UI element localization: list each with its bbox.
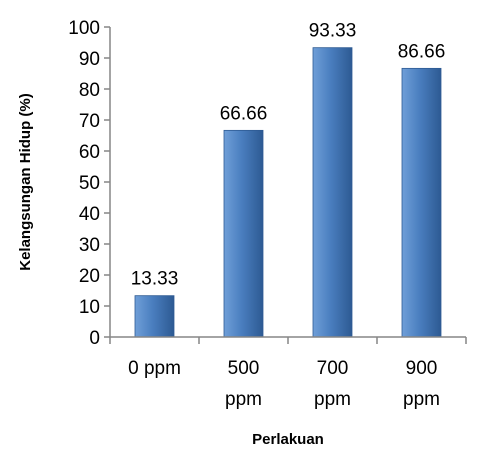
y-tick-label: 20 — [79, 266, 100, 287]
y-tick-label: 60 — [79, 142, 100, 163]
y-tick-label: 100 — [68, 18, 100, 39]
y-tick-label: 10 — [79, 297, 100, 318]
bar — [223, 129, 264, 338]
y-tick-label: 0 — [89, 328, 100, 349]
data-label: 86.66 — [398, 41, 446, 62]
data-label: 66.66 — [220, 103, 268, 124]
bar — [312, 47, 353, 338]
x-tick-label: 700 ppm — [314, 358, 351, 410]
x-tick-label: 500 ppm — [225, 358, 262, 410]
x-tick-label: 0 ppm — [128, 358, 181, 379]
data-label: 93.33 — [309, 21, 357, 42]
axes-group — [104, 26, 467, 344]
y-axis-title: Kelangsungan Hidup (%) — [17, 93, 34, 271]
y-tick-label: 70 — [79, 111, 100, 132]
data-label: 13.33 — [131, 269, 179, 290]
x-axis-title: Perlakuan — [252, 431, 324, 448]
y-tick-label: 80 — [79, 80, 100, 101]
bar — [401, 67, 442, 338]
y-tick-label: 90 — [79, 49, 100, 70]
y-tick-label: 30 — [79, 235, 100, 256]
bar — [134, 295, 175, 338]
x-tick-label: 900 ppm — [403, 358, 440, 410]
y-tick-label: 50 — [79, 173, 100, 194]
y-tick-label: 40 — [79, 204, 100, 225]
labels-group: 13.33 66.66 93.33 86.66 0 10 20 30 40 50 60 70 80 90 1… — [68, 18, 445, 410]
bars-group — [134, 47, 442, 338]
